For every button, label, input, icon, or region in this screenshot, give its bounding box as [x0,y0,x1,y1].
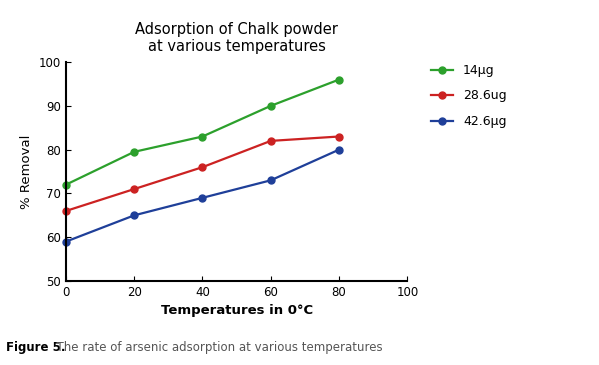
Line: 14μg: 14μg [62,76,343,188]
42.6μg [62,239,69,244]
28.6ug [267,139,274,143]
Line: 28.6ug: 28.6ug [62,133,343,215]
Title: Adsorption of Chalk powder
at various temperatures: Adsorption of Chalk powder at various te… [135,22,338,54]
28.6ug [335,134,343,139]
42.6μg [199,196,206,200]
28.6ug [199,165,206,169]
Y-axis label: % Removal: % Removal [20,134,33,209]
42.6μg [335,147,343,152]
Legend: 14μg, 28.6ug, 42.6μg: 14μg, 28.6ug, 42.6μg [431,64,507,128]
42.6μg [267,178,274,182]
14μg [62,182,69,187]
42.6μg [131,213,138,218]
X-axis label: Temperatures in 0°C: Temperatures in 0°C [161,304,313,318]
Line: 42.6μg: 42.6μg [62,146,343,245]
14μg [131,150,138,154]
14μg [267,104,274,108]
14μg [199,134,206,139]
Text: Figure 5.: Figure 5. [6,341,65,354]
28.6ug [131,187,138,191]
14μg [335,77,343,82]
Text: The rate of arsenic adsorption at various temperatures: The rate of arsenic adsorption at variou… [49,341,383,354]
28.6ug [62,209,69,213]
